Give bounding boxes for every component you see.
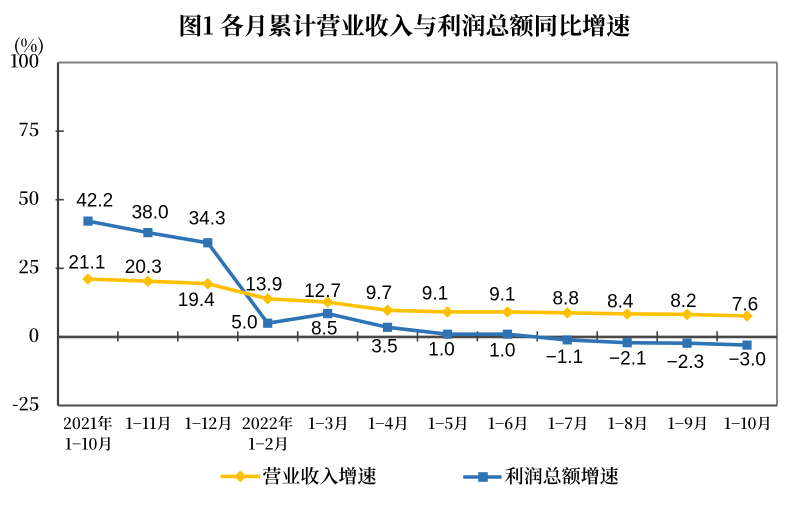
svg-text:1.0: 1.0 bbox=[428, 339, 454, 360]
svg-text:12.7: 12.7 bbox=[304, 281, 341, 302]
svg-text:1.0: 1.0 bbox=[489, 340, 515, 361]
svg-text:−2.1: −2.1 bbox=[609, 348, 647, 369]
svg-text:38.0: 38.0 bbox=[132, 202, 169, 223]
svg-text:42.2: 42.2 bbox=[76, 190, 113, 211]
svg-text:9.7: 9.7 bbox=[366, 283, 392, 304]
svg-text:8.2: 8.2 bbox=[670, 291, 696, 312]
svg-text:3.5: 3.5 bbox=[371, 336, 397, 357]
svg-text:−2.3: −2.3 bbox=[667, 352, 705, 373]
svg-text:20.3: 20.3 bbox=[125, 257, 162, 278]
svg-text:9.1: 9.1 bbox=[422, 283, 448, 304]
svg-text:34.3: 34.3 bbox=[189, 209, 226, 230]
svg-text:19.4: 19.4 bbox=[178, 290, 215, 311]
svg-text:7.6: 7.6 bbox=[732, 294, 758, 315]
svg-text:21.1: 21.1 bbox=[68, 253, 105, 274]
svg-text:−1.1: −1.1 bbox=[546, 347, 584, 368]
svg-text:5.0: 5.0 bbox=[231, 313, 257, 334]
svg-text:8.8: 8.8 bbox=[552, 288, 578, 309]
svg-text:8.4: 8.4 bbox=[607, 291, 634, 312]
svg-text:9.1: 9.1 bbox=[489, 285, 515, 306]
svg-text:8.5: 8.5 bbox=[311, 318, 337, 339]
svg-text:13.9: 13.9 bbox=[245, 274, 282, 295]
svg-text:−3.0: −3.0 bbox=[728, 349, 766, 370]
